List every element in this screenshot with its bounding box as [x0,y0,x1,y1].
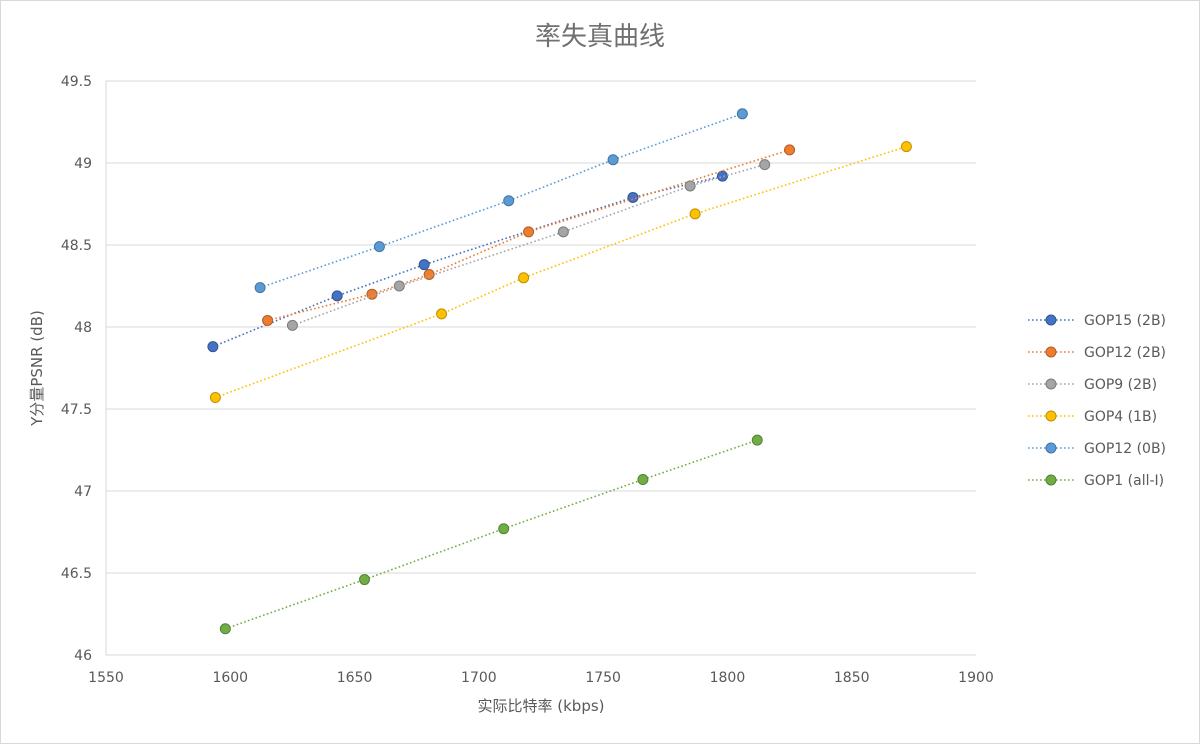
legend-item: GOP12 (0B) [1028,441,1166,457]
data-point [262,314,274,326]
series-line [215,145,907,399]
legend-marker [1045,474,1057,486]
series-1 [207,170,728,353]
legend-label: GOP4 (1B) [1084,409,1157,425]
data-point [523,226,535,238]
data-point [219,623,231,635]
series-3 [286,159,771,331]
x-tick-label: 1550 [88,670,124,686]
y-tick-label: 48 [74,320,92,336]
legend-item: GOP12 (2B) [1028,345,1166,361]
legend-item: GOP4 (1B) [1028,409,1157,425]
x-tick-label: 1750 [585,670,621,686]
legend-marker [1045,378,1057,390]
x-axis-label: 实际比特率 (kbps) [477,697,604,715]
y-tick-label: 46 [74,648,92,664]
y-axis-label: Y分量PSNR (dB) [28,310,46,427]
series-line [259,113,743,289]
y-tick-label: 47 [74,484,92,500]
data-point [518,272,530,284]
legend-item: GOP15 (2B) [1028,313,1166,329]
x-tick-label: 1900 [958,670,994,686]
y-tick-label: 46.5 [61,566,92,582]
y-tick-label: 49.5 [61,74,92,90]
legend-label: GOP12 (2B) [1084,345,1166,361]
series-line [225,439,758,630]
x-axis-ticks: 1550 1600 1650 1700 1750 1800 1850 1900 [88,670,994,686]
legend-marker [1045,346,1057,358]
data-point [607,154,619,166]
x-tick-label: 1850 [834,670,870,686]
data-point [209,392,221,404]
data-point [784,144,796,156]
data-point [751,434,763,446]
data-point [286,319,298,331]
data-point [393,280,405,292]
y-tick-label: 48.5 [61,238,92,254]
series-4 [209,141,912,404]
x-tick-label: 1700 [461,670,497,686]
y-tick-label: 49 [74,156,92,172]
data-point [331,290,343,302]
data-point [637,474,649,486]
data-point [689,208,701,220]
legend-label: GOP1 (all-I) [1084,473,1164,489]
y-axis-ticks: 46 46.5 47 47.5 48 48.5 49 49.5 [61,74,92,664]
data-point [759,159,771,171]
legend-marker [1045,410,1057,422]
data-point [557,226,569,238]
data-point [503,195,515,207]
data-point [418,259,430,271]
legend-item: GOP1 (all-I) [1028,473,1164,489]
y-tick-label: 47.5 [61,402,92,418]
legend-label: GOP12 (0B) [1084,441,1166,457]
data-series [207,108,912,635]
data-point [736,108,748,120]
data-point [684,180,696,192]
data-point [359,574,371,586]
x-tick-label: 1800 [710,670,746,686]
data-point [900,141,912,153]
legend-marker [1045,314,1057,326]
data-point [373,241,385,253]
legend-item: GOP9 (2B) [1028,377,1157,393]
chart-title: 率失真曲线 [535,22,665,52]
series-6 [219,434,763,635]
data-point [627,191,639,203]
series-5 [254,108,748,294]
legend-label: GOP15 (2B) [1084,313,1166,329]
legend-marker [1045,442,1057,454]
data-point [498,523,510,535]
legend-label: GOP9 (2B) [1084,377,1157,393]
data-point [423,269,435,281]
data-point [207,341,219,353]
series-2 [262,144,796,326]
legend: GOP15 (2B) GOP12 (2B) GOP9 (2B) GOP4 (1B) GO… [1028,313,1166,489]
gridlines [105,80,976,656]
x-tick-label: 1650 [337,670,373,686]
data-point [366,288,378,300]
data-point [716,170,728,182]
data-point [436,308,448,320]
data-point [254,282,266,294]
x-tick-label: 1600 [212,670,248,686]
